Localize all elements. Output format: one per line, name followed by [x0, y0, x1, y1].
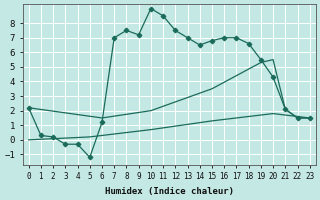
X-axis label: Humidex (Indice chaleur): Humidex (Indice chaleur) — [105, 187, 234, 196]
